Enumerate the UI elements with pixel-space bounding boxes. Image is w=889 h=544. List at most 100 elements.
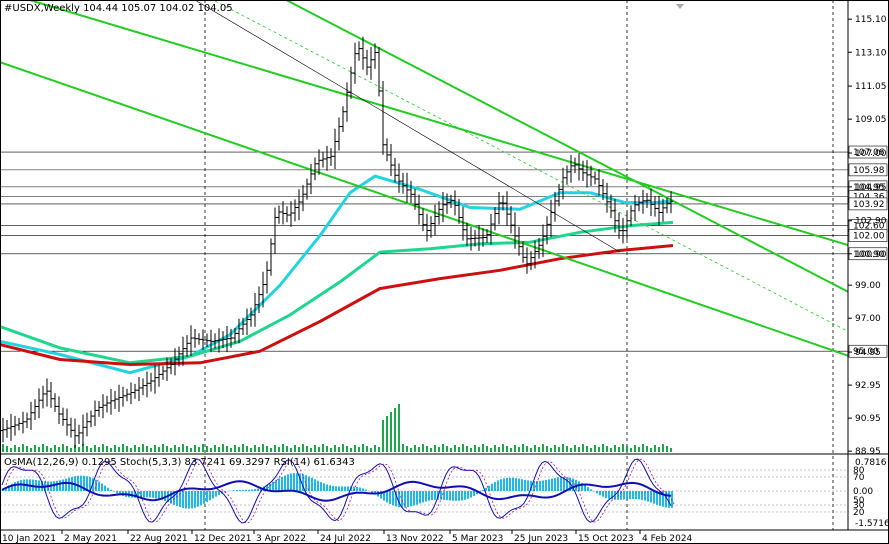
volume-bar [190, 448, 192, 452]
osma-bar [275, 480, 277, 491]
osma-bar [176, 491, 178, 507]
osma-bar [629, 491, 631, 500]
osma-bar [545, 479, 547, 491]
y-tick-label: 113.10 [855, 48, 887, 58]
osma-bar [173, 491, 175, 505]
volume-bar [298, 447, 300, 452]
volume-bar [470, 448, 472, 452]
x-tick-label: 4 Feb 2024 [642, 534, 693, 544]
osma-bar [440, 491, 442, 500]
osma-bar [479, 491, 481, 493]
osma-bar [581, 483, 583, 491]
volume-bar [6, 446, 8, 452]
osma-bar [206, 491, 208, 503]
x-tick-label: 22 Aug 2021 [130, 534, 188, 544]
volume-bar [242, 444, 244, 452]
volume-bar [278, 447, 280, 452]
volume-bar [422, 444, 424, 452]
volume-bar [42, 444, 44, 452]
osma-bar [188, 491, 190, 509]
osma-bar [341, 486, 343, 491]
y-tick-label: 115.10 [855, 15, 887, 25]
osma-bar [56, 480, 58, 491]
osma-bar [344, 486, 346, 491]
osma-bar [326, 484, 328, 491]
osma-bar [485, 487, 487, 491]
volume-bar [10, 448, 12, 452]
volume-bars [2, 404, 672, 452]
volume-bar [570, 448, 572, 452]
osma-bar [590, 489, 592, 491]
osma-bar [488, 485, 490, 491]
x-tick-label: 5 Mar 2023 [452, 534, 503, 544]
volume-bar [314, 445, 316, 452]
volume-bar [430, 448, 432, 452]
osma-bar [503, 478, 505, 491]
volume-bar [166, 446, 168, 452]
osma-bar [137, 491, 139, 498]
osma-bar [434, 491, 436, 500]
osma-bar [560, 477, 562, 491]
osma-bar [404, 491, 406, 508]
osma-bar [536, 481, 538, 491]
osma-bar [194, 491, 196, 508]
y-tick-label: 88.95 [855, 447, 881, 457]
volume-bar [294, 445, 296, 452]
osma-bar [641, 491, 643, 500]
osma-bar [260, 487, 262, 491]
volume-bar [354, 445, 356, 452]
volume-bar [66, 446, 68, 452]
osma-bar [203, 491, 205, 504]
osma-bar [101, 483, 103, 491]
volume-bar [122, 444, 124, 452]
volume-bar [446, 446, 448, 452]
volume-bar [418, 447, 420, 452]
osma-bar [467, 491, 469, 499]
channel-line [0, 61, 849, 357]
volume-bar [134, 445, 136, 452]
y-tick-label: 92.95 [855, 381, 881, 391]
osma-bar [653, 491, 655, 504]
osma-bar [668, 491, 670, 508]
y-tick-label: 99.00 [855, 281, 881, 291]
shift-marker-icon [676, 4, 684, 9]
oscillator-pane [0, 458, 848, 524]
volume-bar [174, 445, 176, 452]
osma-bar [311, 477, 313, 491]
osma-bar [620, 491, 622, 500]
osma-bar [317, 480, 319, 491]
trend-channel [0, 0, 849, 357]
osma-bar [587, 487, 589, 491]
volume-bar [666, 446, 668, 452]
volume-bar [390, 412, 392, 452]
volume-bar [538, 447, 540, 452]
volume-bar [482, 444, 484, 452]
volume-bar [534, 445, 536, 452]
volume-bar [26, 446, 28, 452]
osma-bar [632, 491, 634, 500]
osma-bar [65, 478, 67, 491]
volume-bar [662, 444, 664, 452]
osma-bar [302, 474, 304, 491]
volume-bar [362, 444, 364, 452]
volume-bar [518, 447, 520, 452]
volume-bar [650, 448, 652, 452]
volume-bar [182, 444, 184, 452]
osma-bar [461, 491, 463, 501]
osma-bar [269, 483, 271, 491]
osma-bar [218, 491, 220, 495]
trend-line [194, 0, 621, 253]
osma-bar [443, 491, 445, 500]
osma-bar [209, 491, 211, 501]
volume-bar [626, 446, 628, 452]
volume-bar [106, 446, 108, 452]
osma-bar [272, 481, 274, 491]
osma-bar [602, 491, 604, 497]
osma-bar [332, 485, 334, 491]
volume-bar [618, 447, 620, 452]
level-tag-box [848, 197, 888, 211]
volume-bar [342, 444, 344, 452]
volume-bar [322, 444, 324, 452]
volume-bar [614, 445, 616, 452]
